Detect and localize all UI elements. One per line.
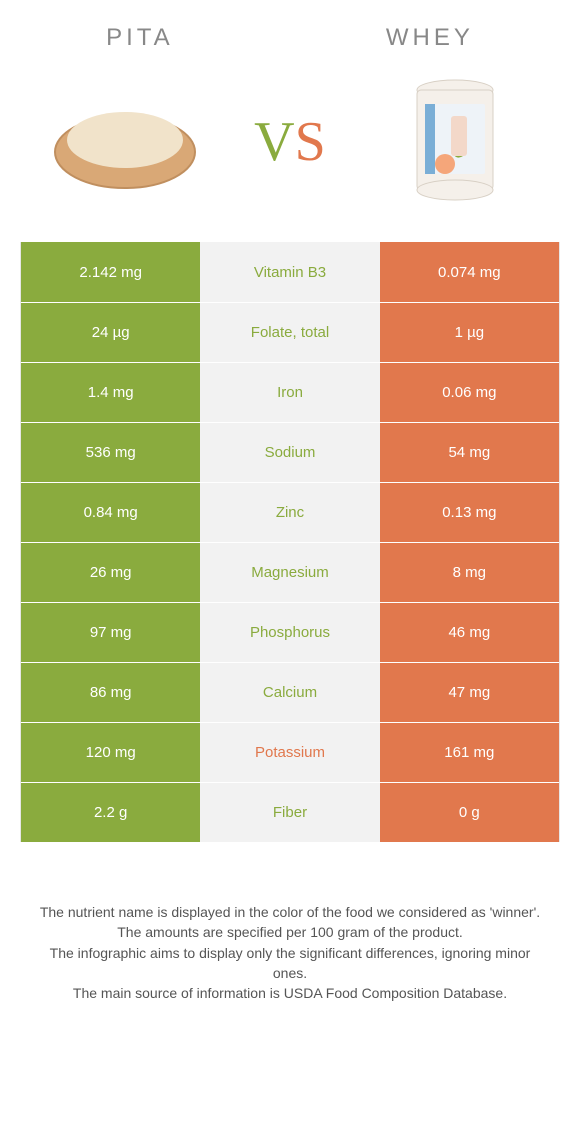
table-row: 120 mgPotassium161 mg [21, 722, 559, 782]
nutrient-name: Vitamin B3 [200, 242, 379, 302]
value-right: 54 mg [380, 423, 559, 482]
table-row: 97 mgPhosphorus46 mg [21, 602, 559, 662]
table-row: 2.2 gFiber0 g [21, 782, 559, 842]
nutrient-table: 2.142 mgVitamin B30.074 mg24 µgFolate, t… [20, 242, 560, 842]
nutrient-name: Iron [200, 363, 379, 422]
header: Pita Whey [0, 0, 580, 62]
footer-line-1: The nutrient name is displayed in the co… [36, 902, 544, 922]
nutrient-name: Calcium [200, 663, 379, 722]
table-row: 1.4 mgIron0.06 mg [21, 362, 559, 422]
footer-line-2: The amounts are specified per 100 gram o… [36, 922, 544, 942]
footer-notes: The nutrient name is displayed in the co… [0, 842, 580, 1003]
value-left: 2.142 mg [21, 242, 200, 302]
nutrient-name: Fiber [200, 783, 379, 842]
image-row: VS [0, 62, 580, 242]
value-left: 120 mg [21, 723, 200, 782]
value-left: 97 mg [21, 603, 200, 662]
value-left: 26 mg [21, 543, 200, 602]
vs-label: VS [254, 110, 326, 174]
nutrient-name: Potassium [200, 723, 379, 782]
table-row: 26 mgMagnesium8 mg [21, 542, 559, 602]
title-right: Whey [386, 24, 474, 52]
pita-image [45, 72, 205, 212]
value-right: 0.074 mg [380, 242, 559, 302]
title-left: Pita [106, 24, 174, 52]
value-left: 536 mg [21, 423, 200, 482]
value-right: 8 mg [380, 543, 559, 602]
nutrient-name: Zinc [200, 483, 379, 542]
value-left: 86 mg [21, 663, 200, 722]
table-row: 536 mgSodium54 mg [21, 422, 559, 482]
footer-line-3: The infographic aims to display only the… [36, 943, 544, 984]
nutrient-name: Sodium [200, 423, 379, 482]
whey-image [375, 72, 535, 212]
nutrient-name: Phosphorus [200, 603, 379, 662]
value-right: 46 mg [380, 603, 559, 662]
table-row: 86 mgCalcium47 mg [21, 662, 559, 722]
value-right: 0.06 mg [380, 363, 559, 422]
nutrient-name: Folate, total [200, 303, 379, 362]
value-left: 0.84 mg [21, 483, 200, 542]
table-row: 0.84 mgZinc0.13 mg [21, 482, 559, 542]
value-right: 161 mg [380, 723, 559, 782]
table-row: 2.142 mgVitamin B30.074 mg [21, 242, 559, 302]
value-right: 0.13 mg [380, 483, 559, 542]
table-row: 24 µgFolate, total1 µg [21, 302, 559, 362]
value-left: 1.4 mg [21, 363, 200, 422]
value-right: 0 g [380, 783, 559, 842]
vs-v: V [254, 111, 294, 173]
value-left: 2.2 g [21, 783, 200, 842]
nutrient-name: Magnesium [200, 543, 379, 602]
footer-line-4: The main source of information is USDA F… [36, 983, 544, 1003]
vs-s: S [295, 111, 326, 173]
value-right: 47 mg [380, 663, 559, 722]
value-right: 1 µg [380, 303, 559, 362]
value-left: 24 µg [21, 303, 200, 362]
